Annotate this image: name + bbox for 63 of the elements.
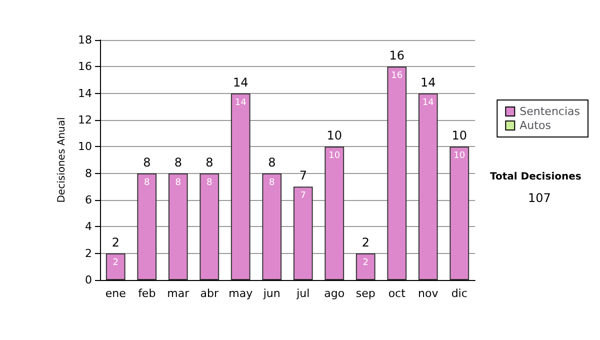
- bar: [324, 146, 344, 280]
- total-label: 14: [420, 75, 436, 90]
- y-tick-label: 12: [78, 114, 92, 126]
- total-label: 10: [326, 128, 342, 143]
- bar: [262, 173, 282, 280]
- total-label: 14: [232, 75, 248, 90]
- bar: [106, 253, 126, 280]
- bar: [450, 146, 470, 280]
- x-tick-label: sep: [356, 287, 376, 300]
- bar: [230, 93, 250, 280]
- total-label: 2: [362, 235, 370, 250]
- data-label: 10: [454, 151, 466, 162]
- total-label: 10: [452, 128, 468, 143]
- y-tick-label: 8: [85, 166, 92, 180]
- x-tick-label: may: [228, 287, 254, 300]
- bar: [418, 93, 438, 280]
- x-tick-label: ene: [105, 287, 126, 300]
- x-tick-label: nov: [418, 287, 439, 300]
- total-label: 8: [268, 155, 276, 170]
- bar: [387, 66, 407, 280]
- data-label: 2: [362, 258, 368, 268]
- bar: [168, 173, 188, 280]
- data-label: 8: [206, 178, 213, 188]
- bar: [293, 186, 313, 280]
- text: 107: [528, 191, 551, 205]
- bar: [137, 173, 157, 280]
- x-tick-label: jun: [262, 287, 280, 300]
- y-tick-label: 4: [85, 220, 92, 234]
- total-label: 7: [299, 168, 307, 183]
- x-tick-label: dic: [451, 287, 468, 300]
- data-label: 7: [300, 191, 306, 202]
- y-tick-label: 6: [85, 194, 92, 206]
- data-label: 8: [175, 178, 182, 188]
- data-label: 14: [234, 98, 247, 108]
- x-tick-label: abr: [200, 287, 219, 300]
- legend-label: Sentencias: [520, 105, 580, 118]
- x-tick-label: feb: [138, 287, 156, 300]
- total-label: 8: [174, 155, 182, 170]
- x-tick-label: jul: [296, 287, 310, 300]
- total-label: 8: [206, 155, 214, 170]
- y-tick-label: 16: [78, 60, 92, 74]
- x-tick-label: oct: [388, 287, 406, 300]
- data-label: 10: [328, 151, 340, 162]
- y-tick-label: 2: [85, 246, 92, 260]
- bar: [356, 253, 376, 280]
- legend-label: Autos: [520, 119, 552, 132]
- data-label: 14: [422, 98, 434, 108]
- data-label: 16: [391, 71, 403, 82]
- total-label: 16: [389, 48, 405, 63]
- total-label: 8: [143, 155, 151, 170]
- y-tick-label: 18: [78, 34, 92, 46]
- bar: [200, 173, 220, 280]
- y-tick-label: 0: [85, 274, 92, 286]
- data-label: 8: [269, 178, 276, 188]
- data-label: 8: [144, 178, 150, 188]
- total-label: 2: [112, 235, 120, 250]
- y-tick-label: 10: [78, 140, 92, 154]
- y-axis-title: Decisiones Anual: [56, 117, 68, 203]
- data-label: 2: [112, 258, 118, 268]
- x-tick-label: ago: [324, 287, 345, 300]
- text: Total Decisiones: [490, 172, 582, 182]
- x-tick-label: mar: [167, 287, 190, 300]
- y-tick-label: 14: [78, 86, 92, 100]
